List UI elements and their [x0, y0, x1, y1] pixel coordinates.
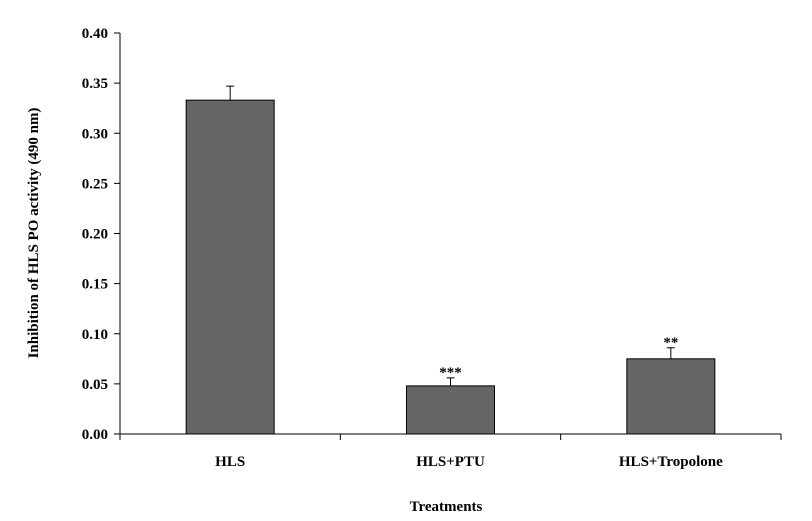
significance-marker: ** [663, 335, 678, 351]
bar [185, 99, 275, 435]
y-axis-title: Inhibition of HLS PO activity (490 nm) [26, 108, 42, 359]
y-ticks: 0.00 0.05 0.10 0.15 0.20 0.25 0.30 0.35 0.40 [82, 26, 120, 443]
significance-marker: *** [439, 365, 462, 381]
y-tick-label: 0.15 [82, 277, 108, 293]
y-tick-label: 0.10 [82, 327, 108, 343]
bar [626, 358, 716, 435]
x-tick-label: HLS [215, 454, 245, 470]
x-tick-label: HLS+PTU [416, 454, 485, 470]
y-tick-label: 0.40 [82, 26, 108, 42]
x-axis-title: Treatments [410, 499, 483, 515]
y-tick-label: 0.00 [82, 427, 108, 443]
bar [406, 385, 495, 435]
y-tick-label: 0.30 [82, 126, 108, 142]
bars-layer: ***** [185, 85, 716, 435]
y-tick-label: 0.25 [82, 176, 108, 192]
x-ticks: HLS HLS+PTU HLS+Tropolone [119, 434, 782, 470]
y-tick-label: 0.35 [82, 76, 108, 92]
y-tick-label: 0.20 [82, 227, 108, 243]
y-tick-label: 0.05 [82, 377, 108, 393]
x-tick-label: HLS+Tropolone [619, 454, 723, 470]
